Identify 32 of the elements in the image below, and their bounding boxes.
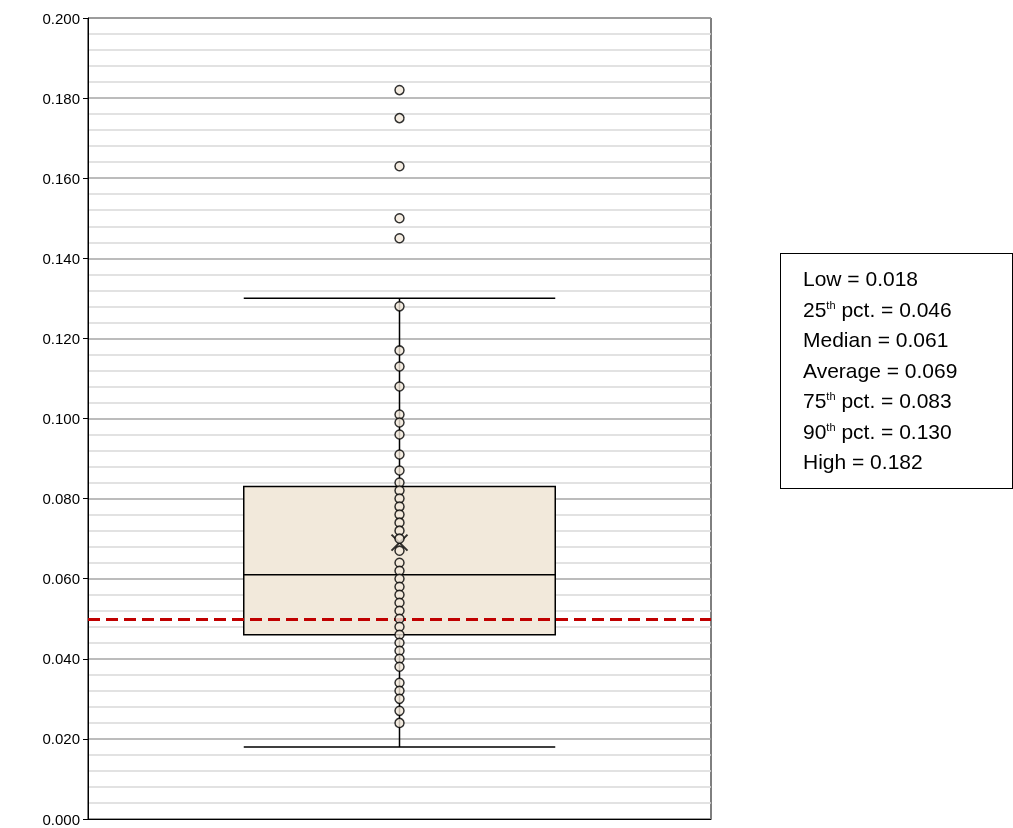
text: Low = 0.018 — [803, 266, 919, 292]
y-tick-label: 0.040 — [42, 650, 80, 668]
point — [394, 717, 405, 729]
text: Median = 0.061 — [803, 327, 950, 353]
point — [394, 417, 405, 428]
point — [394, 661, 405, 673]
y-tick-label: 0.080 — [42, 490, 80, 508]
text: Average = 0.069 — [803, 357, 959, 384]
y-tick-label: 0.180 — [42, 89, 80, 107]
point — [394, 429, 405, 440]
y-tick-label: 0.200 — [42, 9, 80, 27]
y-tick-label: 0.060 — [42, 570, 80, 588]
point — [394, 545, 405, 556]
y-tick-label: 0.000 — [42, 810, 80, 828]
point — [394, 361, 405, 372]
text: 25$^{th}$ pct. = 0.046 — [803, 296, 953, 323]
point — [394, 533, 405, 544]
point — [394, 693, 405, 705]
y-tick-label: 0.160 — [42, 169, 80, 187]
point — [394, 301, 405, 312]
point — [394, 449, 405, 460]
y-tick-label: 0.020 — [42, 730, 80, 748]
y-tick-label: 0.120 — [42, 329, 80, 347]
point — [394, 465, 405, 476]
y-tick-label: 0.140 — [42, 249, 80, 267]
y-tick-label: 0.100 — [42, 410, 80, 427]
text: 75$^{th}$ pct. = 0.083 — [803, 388, 953, 414]
text: 90$^{th}$ pct. = 0.130 — [803, 418, 953, 445]
point — [394, 381, 405, 392]
text: High = 0.182 — [803, 449, 924, 475]
point — [394, 705, 405, 717]
point — [394, 345, 405, 356]
